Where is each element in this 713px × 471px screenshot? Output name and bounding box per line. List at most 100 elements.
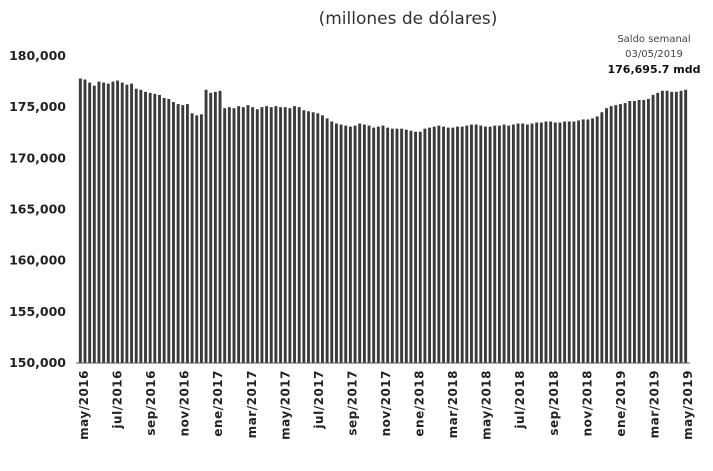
- bar: [125, 84, 129, 364]
- bar: [623, 103, 627, 363]
- bar: [302, 110, 306, 364]
- bar: [279, 107, 282, 363]
- bar: [232, 108, 236, 363]
- bar: [339, 124, 343, 363]
- bar: [213, 91, 217, 363]
- bar: [521, 123, 525, 363]
- bar: [511, 124, 515, 363]
- bar: [381, 125, 385, 363]
- bar: [404, 129, 408, 363]
- annotation-date: 03/05/2019: [625, 49, 683, 60]
- bar: [567, 121, 571, 364]
- bar: [97, 81, 101, 363]
- bar: [428, 127, 432, 363]
- bar: [423, 128, 427, 363]
- bar: [358, 123, 362, 363]
- annotation-value: 176,695.7 mdd: [608, 63, 701, 76]
- bar: [172, 102, 175, 364]
- bar: [591, 118, 594, 363]
- bar: [144, 91, 147, 363]
- bar: [400, 128, 404, 363]
- x-tick-label: may/2017: [278, 370, 292, 440]
- y-tick-label: 150,000: [9, 355, 66, 370]
- x-tick-label: ene/2019: [614, 370, 628, 437]
- bar: [646, 98, 650, 363]
- bar: [195, 115, 199, 363]
- bar: [460, 126, 464, 363]
- y-tick-label: 170,000: [9, 150, 66, 165]
- bar: [558, 122, 562, 364]
- bar: [78, 78, 82, 363]
- x-tick-label: jul/2018: [513, 370, 527, 430]
- bar: [251, 107, 255, 363]
- bar: [660, 90, 664, 363]
- bar: [255, 109, 259, 364]
- bar: [479, 125, 483, 363]
- bar: [176, 104, 180, 363]
- bar: [344, 125, 348, 363]
- bar: [316, 113, 320, 363]
- bar: [670, 91, 674, 363]
- bar: [418, 131, 422, 363]
- bar: [106, 83, 110, 363]
- x-tick-label: may/2018: [480, 370, 494, 440]
- bar: [637, 100, 641, 363]
- bar: [325, 118, 329, 363]
- bar: [293, 106, 296, 363]
- bar: [199, 114, 203, 363]
- bar: [679, 90, 683, 363]
- x-tick-label: mar/2017: [245, 370, 259, 438]
- bar: [488, 126, 492, 363]
- bar: [386, 127, 390, 363]
- bar: [218, 90, 222, 363]
- bar: [470, 124, 473, 363]
- bar: [451, 127, 455, 363]
- bar: [162, 97, 166, 364]
- bar: [651, 94, 655, 363]
- bar: [465, 125, 469, 363]
- bar: [88, 82, 92, 364]
- bar: [269, 107, 273, 363]
- bar: [83, 79, 87, 363]
- bar: [530, 123, 534, 363]
- bar: [595, 116, 599, 363]
- bar: [348, 126, 352, 363]
- chart-subtitle: (millones de dólares): [319, 9, 498, 29]
- bar: [581, 119, 585, 363]
- bar: [330, 121, 334, 364]
- bar: [353, 125, 357, 363]
- bar: [111, 81, 115, 363]
- bar: [321, 115, 324, 363]
- bar: [553, 122, 557, 364]
- bar: [414, 131, 418, 363]
- bar: [395, 128, 399, 363]
- x-tick-label: mar/2018: [446, 370, 460, 438]
- annotation-box: Saldo semanal 03/05/2019 176,695.7 mdd: [608, 34, 701, 76]
- x-tick-label: jul/2017: [312, 370, 326, 430]
- bar: [227, 107, 231, 363]
- bar: [167, 98, 171, 363]
- bar: [288, 108, 292, 363]
- bar: [474, 124, 478, 363]
- bar: [246, 105, 250, 364]
- bar: [656, 92, 660, 363]
- x-tick-label: jul/2016: [111, 370, 125, 430]
- bar: [307, 111, 310, 363]
- bar: [153, 93, 157, 364]
- bar: [139, 89, 143, 364]
- bar: [563, 121, 567, 364]
- bar: [493, 125, 497, 363]
- bar: [367, 125, 371, 363]
- bar: [507, 125, 511, 363]
- bar: [619, 104, 622, 363]
- bar: [92, 85, 96, 364]
- annotation-label: Saldo semanal: [617, 34, 690, 45]
- bars-group: [78, 78, 688, 364]
- y-tick-label: 175,000: [9, 99, 66, 114]
- bar: [516, 123, 520, 363]
- bar: [311, 112, 315, 363]
- bar: [297, 107, 301, 363]
- y-tick-label: 160,000: [9, 253, 66, 268]
- bar: [577, 120, 581, 363]
